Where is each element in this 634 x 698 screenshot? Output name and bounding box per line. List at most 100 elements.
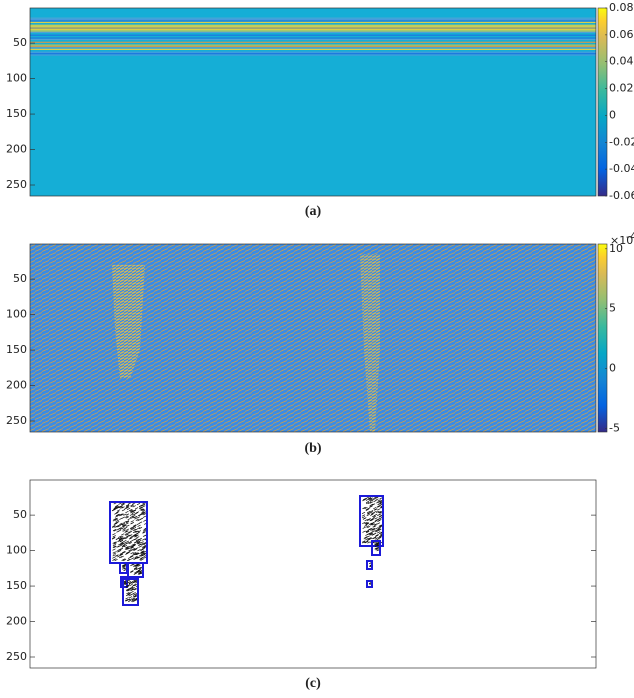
speckle	[133, 566, 138, 570]
speckle	[138, 567, 143, 570]
colorbar-tick-label: -0.02	[609, 135, 634, 148]
speckle	[365, 525, 370, 528]
speckle	[136, 563, 140, 566]
speckle	[375, 510, 380, 513]
speckle	[126, 504, 130, 508]
speckle	[135, 539, 140, 542]
speckle	[119, 517, 123, 520]
speckle	[117, 549, 122, 553]
speckle	[125, 510, 129, 514]
speckle	[366, 507, 371, 510]
speckle	[125, 533, 129, 536]
speckle	[375, 498, 379, 501]
speckle	[373, 536, 377, 539]
speckle	[142, 503, 146, 506]
speckle	[130, 510, 134, 513]
y-tick-label: 250	[6, 178, 27, 191]
speckle	[141, 552, 145, 555]
speckle	[138, 571, 143, 574]
speckle	[119, 542, 124, 545]
speckle	[130, 555, 134, 558]
speckle	[129, 526, 134, 529]
speckle	[123, 521, 127, 524]
speckle	[119, 522, 123, 525]
caption: (a)	[305, 204, 322, 219]
speckle	[128, 530, 133, 534]
speckle	[365, 508, 369, 511]
speckle	[140, 551, 145, 554]
speckle	[119, 540, 124, 543]
stripe	[30, 26, 596, 28]
speckle	[369, 510, 374, 513]
speckle	[365, 530, 370, 533]
speckle	[138, 506, 143, 509]
speckle	[128, 581, 133, 584]
speckle	[137, 542, 141, 545]
speckle	[375, 534, 379, 537]
speckle	[129, 549, 133, 552]
speckle	[123, 541, 127, 545]
speckle	[111, 509, 116, 512]
speckle	[136, 522, 141, 526]
speckle	[132, 580, 136, 584]
y-tick-label: 150	[6, 343, 27, 356]
speckle	[113, 507, 117, 510]
speckle	[132, 505, 136, 508]
colorbar-tick-label: 0	[609, 362, 616, 375]
speckle	[369, 533, 374, 536]
speckle	[122, 543, 127, 546]
speckle	[370, 522, 374, 525]
speckle	[132, 534, 137, 537]
speckle	[127, 531, 131, 534]
speckle	[136, 516, 141, 519]
speckle	[132, 595, 136, 598]
colorbar-tick-label: 0	[609, 108, 616, 121]
stripe	[30, 27, 596, 29]
speckle	[374, 537, 379, 540]
speckle	[371, 503, 376, 506]
speckle	[377, 536, 382, 539]
speckle	[127, 592, 131, 595]
speckle	[128, 596, 133, 599]
speckle	[126, 579, 131, 582]
speckle	[138, 566, 142, 569]
speckle	[118, 502, 122, 505]
axes-frame	[29, 243, 597, 433]
stripe	[30, 24, 596, 26]
speckle	[369, 532, 373, 535]
speckle	[133, 599, 138, 602]
speckle	[364, 536, 368, 539]
speckle	[118, 535, 122, 538]
speckle	[373, 506, 377, 510]
speckle	[373, 510, 377, 513]
speckle	[124, 537, 128, 540]
speckle	[137, 549, 141, 552]
speckle	[130, 551, 134, 555]
speckle	[112, 525, 116, 528]
y-tick-label: 200	[6, 615, 27, 628]
speckle	[131, 597, 135, 600]
speckle	[126, 534, 130, 537]
speckle	[126, 524, 130, 527]
speckle	[142, 534, 147, 537]
speckle	[133, 557, 137, 560]
speckle	[135, 534, 139, 537]
speckle	[117, 525, 121, 528]
speckle	[129, 587, 133, 590]
speckle	[117, 514, 121, 517]
speckle	[366, 511, 371, 514]
colorbar-exponent: -4	[626, 230, 634, 243]
speckle	[126, 589, 130, 592]
speckle	[125, 585, 130, 588]
speckle	[121, 544, 126, 547]
speckle	[130, 570, 134, 574]
speckle	[128, 542, 133, 545]
speckle	[116, 545, 120, 548]
speckle	[137, 524, 141, 527]
speckle	[138, 543, 142, 546]
speckle	[369, 499, 374, 502]
colorbar-tick-label: 10	[609, 242, 623, 255]
speckle	[362, 521, 366, 524]
speckle	[127, 600, 132, 603]
speckle	[128, 582, 133, 585]
